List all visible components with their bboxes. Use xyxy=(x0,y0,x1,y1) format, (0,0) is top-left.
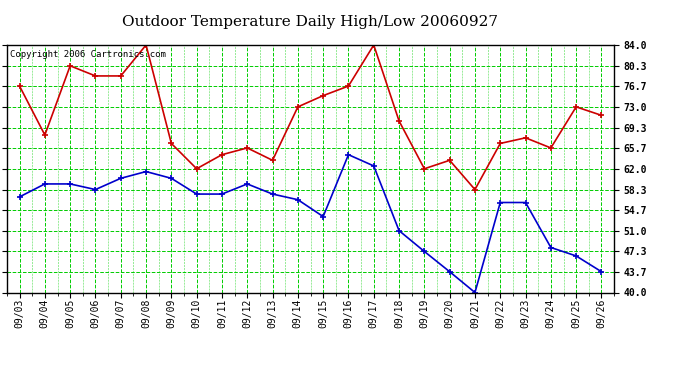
Text: Copyright 2006 Cartronics.com: Copyright 2006 Cartronics.com xyxy=(10,50,166,59)
Text: Outdoor Temperature Daily High/Low 20060927: Outdoor Temperature Daily High/Low 20060… xyxy=(123,15,498,29)
